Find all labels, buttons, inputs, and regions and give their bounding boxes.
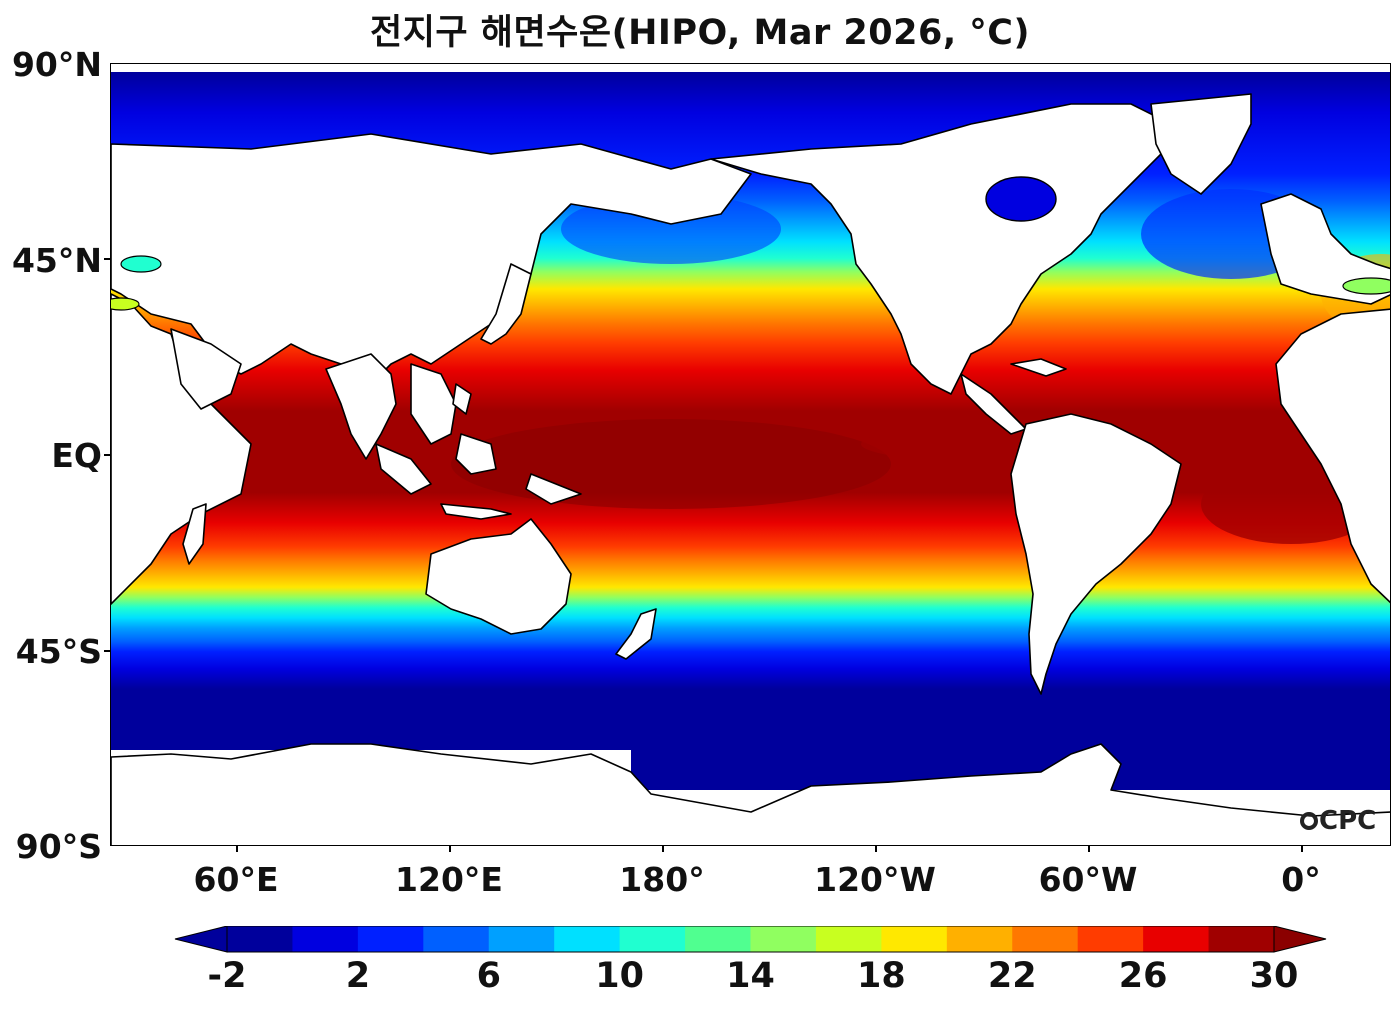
eastern-med (111, 297, 140, 311)
africa (111, 293, 252, 605)
mediterranean (1342, 277, 1390, 295)
north-america (710, 103, 1172, 395)
lat-label-90n: 90°N (11, 45, 102, 84)
colorbar-bin (881, 926, 948, 952)
colorbar-tick-label: 2 (345, 956, 371, 996)
colorbar-frame (226, 926, 1275, 953)
colorbar-tick-label: 18 (857, 956, 906, 996)
lon-label-0: 0° (1281, 860, 1321, 899)
colorbar-under-triangle (174, 926, 228, 953)
lon-tick (1088, 846, 1090, 852)
colorbar-tick-label: -2 (207, 956, 247, 996)
colorbar-bin (488, 926, 555, 952)
lon-tick (875, 846, 877, 852)
colorbar (174, 926, 1327, 953)
new-zealand (615, 608, 657, 660)
colorbar-tick-label: 26 (1118, 956, 1168, 996)
colorbar-bin (423, 926, 490, 952)
colorbar-bin (1012, 926, 1079, 952)
lat-label-45n: 45°N (11, 241, 102, 280)
logo-circle-icon (1300, 812, 1318, 830)
sst-field (111, 72, 1390, 845)
colorbar-tick-label: 22 (987, 956, 1037, 996)
lat-tick (104, 258, 110, 260)
cpc-logo: CPC (1300, 806, 1376, 836)
lon-tick (662, 846, 664, 852)
antarctica (111, 743, 1390, 845)
lon-tick (236, 846, 238, 852)
arabia (170, 328, 242, 410)
colorbar-tick-label: 30 (1249, 956, 1299, 996)
lon-label-120e: 120°E (395, 860, 503, 899)
lat-label-eq: EQ (51, 436, 102, 475)
madagascar (182, 503, 207, 565)
colorbar-bin (946, 926, 1013, 952)
colorbar-over-triangle (1273, 926, 1327, 953)
java (440, 503, 512, 520)
lat-label-90s: 90°S (15, 827, 102, 866)
lon-label-60e: 60°E (193, 860, 279, 899)
africa-west (1275, 308, 1390, 604)
central-america (960, 373, 1027, 435)
colorbar-bin (815, 926, 882, 952)
logo-text: CPC (1319, 806, 1377, 836)
hudson-bay (985, 176, 1057, 222)
lat-label-45s: 45°S (15, 632, 102, 671)
colorbar-tick-label: 10 (595, 956, 644, 996)
japan (480, 263, 532, 345)
warm-pool (451, 419, 891, 509)
colorbar-bin (357, 926, 424, 952)
land-masses (111, 93, 1390, 845)
lon-label-60w: 60°W (1038, 860, 1138, 899)
colorbar-bin (685, 926, 751, 952)
philippines (452, 383, 472, 415)
lat-tick (104, 454, 110, 456)
colorbar-bin (1143, 926, 1210, 952)
colorbar-bin (619, 926, 686, 952)
colorbar-tick-label: 14 (726, 956, 775, 996)
cuba (1010, 358, 1067, 377)
south-america (1010, 413, 1182, 695)
lon-label-180: 180° (619, 860, 705, 899)
europe-west (1260, 193, 1390, 305)
weddell-sea-field (1086, 744, 1390, 790)
colorbar-bin (750, 926, 817, 952)
indochina (410, 363, 457, 445)
colorbar-tick-label: 6 (476, 956, 501, 996)
new-guinea (525, 473, 582, 505)
borneo (455, 433, 497, 475)
colorbar-bin (1208, 926, 1275, 952)
lon-label-120w: 120°W (814, 860, 936, 899)
map-title: 전지구 해면수온(HIPO, Mar 2026, °C) (370, 13, 1030, 53)
colorbar-bin (227, 926, 293, 952)
lon-tick (1301, 846, 1303, 852)
sumatra (375, 443, 432, 495)
colorbar-bin (554, 926, 621, 952)
lon-tick (449, 846, 451, 852)
india (325, 353, 397, 460)
colorbar-bin (1077, 926, 1144, 952)
colorbar-bin (292, 926, 359, 952)
lat-tick (104, 650, 110, 652)
black-sea (120, 255, 162, 273)
sst-map (110, 63, 1391, 846)
australia (425, 518, 572, 635)
greenland (1150, 93, 1252, 195)
